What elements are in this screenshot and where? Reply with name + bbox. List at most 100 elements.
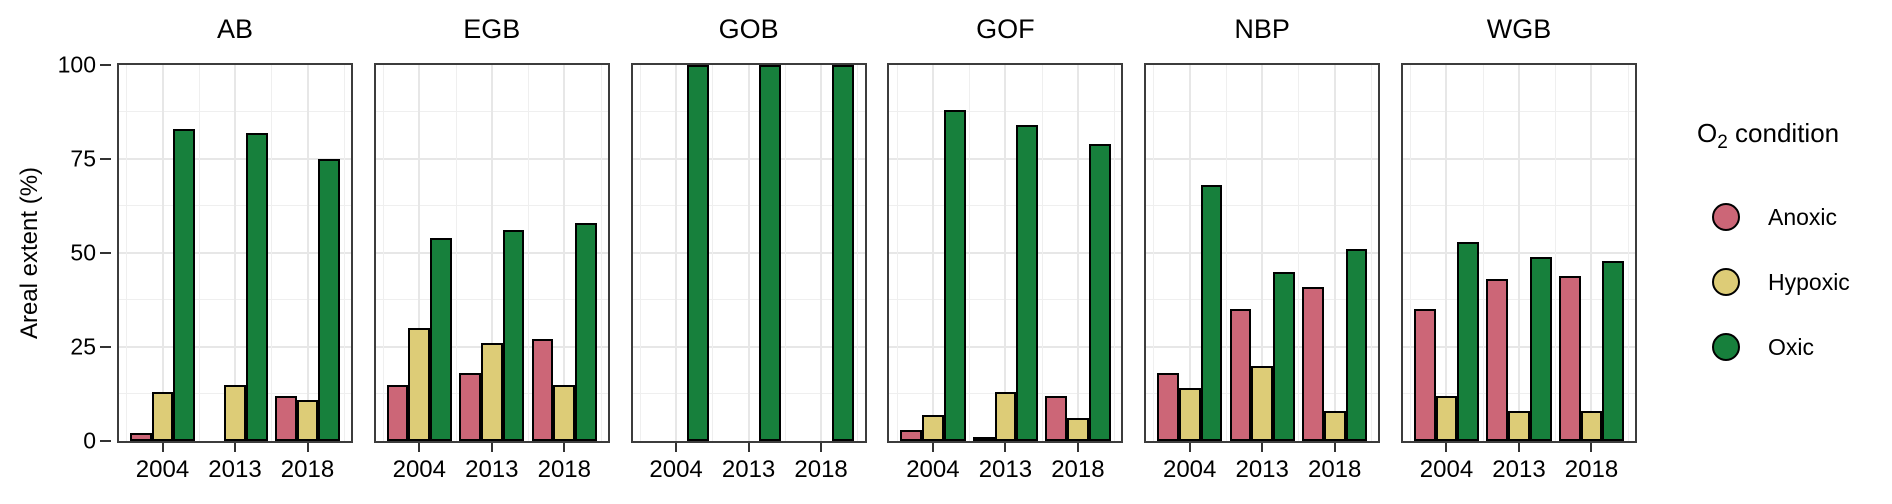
gridline-v-major <box>931 65 934 441</box>
gridline-v-major <box>1590 65 1593 441</box>
gridline-v-major <box>1004 65 1007 441</box>
legend-item-label: Anoxic <box>1768 203 1838 230</box>
bar-oxic <box>759 65 782 441</box>
bar-anoxic <box>1157 373 1179 441</box>
x-tick <box>1004 443 1007 452</box>
x-tick <box>306 443 309 452</box>
x-tick <box>490 443 493 452</box>
gridline-v-minor <box>1225 65 1227 441</box>
bar-anoxic <box>274 395 297 441</box>
x-tick-label: 2013 <box>1235 456 1289 483</box>
gridline-v-minor <box>1370 65 1372 441</box>
x-tick-label: 2004 <box>1162 456 1217 483</box>
x-tick <box>161 443 164 452</box>
bar-oxic <box>1088 143 1111 441</box>
bar-oxic <box>1345 249 1368 441</box>
bar-oxic <box>1273 271 1295 441</box>
x-tick-label: 2018 <box>280 456 335 483</box>
gridline-v-major <box>747 65 750 441</box>
x-tick <box>1517 443 1520 452</box>
x-tick-label: 2013 <box>1492 456 1546 483</box>
facet-title: WGB <box>1486 14 1552 44</box>
bar-anoxic <box>1229 309 1252 441</box>
facet-panels: AB 2004 2013 2018 EGB 2004 2013 2018 GOB 2004 2013… <box>117 8 1637 504</box>
gridline-v-major <box>1076 65 1079 441</box>
x-tick <box>1076 443 1079 452</box>
legend-items: Anoxic Hypoxic Oxic <box>1697 202 1892 362</box>
bar-anoxic <box>972 437 995 441</box>
x-tick-label: 2013 <box>721 456 776 483</box>
x-tick-label: 2004 <box>649 456 703 483</box>
gridline-v-minor <box>126 65 128 441</box>
bar-hypoxic <box>1251 365 1274 441</box>
gridline-v-major <box>1261 65 1264 441</box>
gridline-v-minor <box>1114 65 1116 441</box>
bar-oxic <box>1457 241 1480 441</box>
bar-hypoxic <box>994 392 1017 441</box>
gridline-v-major <box>675 65 678 441</box>
facet-NBP: NBP 2004 2013 2018 <box>1144 8 1381 504</box>
bar-hypoxic <box>1067 418 1089 441</box>
gridline-v-minor <box>1627 65 1629 441</box>
facet-AB: AB 2004 2013 2018 <box>117 8 353 504</box>
x-tick <box>418 443 421 452</box>
bar-oxic <box>1200 185 1223 441</box>
bar-oxic <box>686 65 709 441</box>
y-tick-label: 0 <box>83 427 96 454</box>
x-tick-label: 2004 <box>906 456 960 483</box>
panel-plot-area <box>1400 63 1637 443</box>
gridline-v-minor <box>271 65 273 441</box>
bar-hypoxic <box>1508 410 1530 441</box>
bar-anoxic <box>1413 309 1436 441</box>
gridline-v-minor <box>1482 65 1484 441</box>
oxic-swatch-icon <box>1712 333 1740 362</box>
gridline-v-minor <box>639 65 641 441</box>
panel-plot-area <box>373 63 610 443</box>
y-tick-mark <box>100 440 111 442</box>
bar-oxic <box>430 237 452 441</box>
gridline-v-major <box>234 65 236 441</box>
gridline-v-minor <box>383 65 385 441</box>
bar-anoxic <box>1486 279 1509 441</box>
bar-hypoxic <box>1435 395 1458 441</box>
x-tick-label: 2004 <box>392 456 446 483</box>
panel-plot-area <box>117 63 353 443</box>
x-tick <box>1590 443 1593 452</box>
y-tick-mark <box>100 64 111 66</box>
x-tick-label: 2013 <box>978 456 1033 483</box>
bar-oxic <box>1016 125 1039 441</box>
legend: O2 condition Anoxic Hypoxic Oxic <box>1697 118 1892 397</box>
hypoxic-swatch-icon <box>1712 268 1740 297</box>
bar-anoxic <box>531 339 554 441</box>
x-tick-label: 2004 <box>135 456 190 483</box>
x-tick <box>820 443 823 452</box>
bar-oxic <box>575 222 597 441</box>
y-tick-mark <box>100 158 111 160</box>
legend-item-label: Hypoxic <box>1768 268 1850 295</box>
bar-hypoxic <box>1580 410 1603 441</box>
gridline-v-major <box>1333 65 1336 441</box>
bar-anoxic <box>459 373 481 441</box>
gridline-v-major <box>306 65 309 441</box>
bar-hypoxic <box>1178 388 1201 441</box>
y-tick-label: 75 <box>70 145 96 172</box>
facet-EGB: EGB 2004 2013 2018 <box>373 8 610 504</box>
x-tick <box>1445 443 1448 452</box>
x-tick <box>1261 443 1264 452</box>
gridline-v-major <box>1517 65 1520 441</box>
x-tick <box>675 443 678 452</box>
gridline-v-major <box>563 65 566 441</box>
bar-anoxic <box>1302 286 1324 441</box>
bar-hypoxic <box>922 414 944 441</box>
gridline-v-minor <box>528 65 530 441</box>
gridline-v-minor <box>784 65 786 441</box>
x-tick-label: 2018 <box>1307 456 1362 483</box>
gridline-v-minor <box>1298 65 1300 441</box>
gridline-v-minor <box>198 65 200 441</box>
x-tick <box>747 443 750 452</box>
gridline-v-minor <box>1410 65 1412 441</box>
facet-GOF: GOF 2004 2013 2018 <box>887 8 1124 504</box>
gridline-v-minor <box>969 65 971 441</box>
legend-item-hypoxic: Hypoxic <box>1697 267 1892 297</box>
x-tick-label: 2013 <box>465 456 519 483</box>
